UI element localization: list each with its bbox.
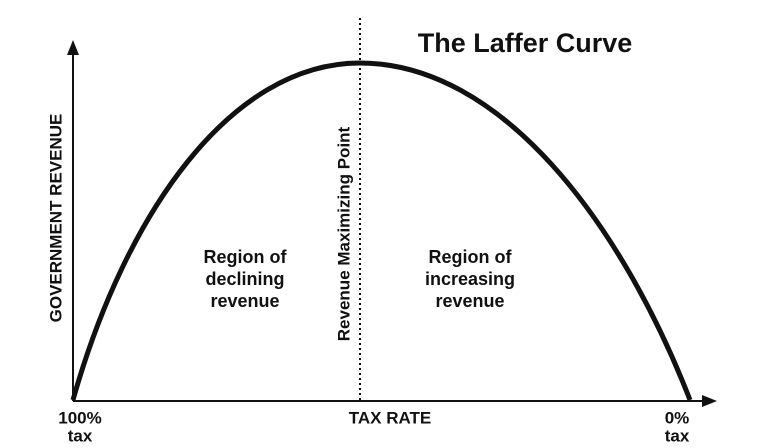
region-text: increasing (425, 269, 515, 289)
x-right-label: tax (665, 426, 690, 445)
divider-label: Revenue Maximizing Point (334, 126, 353, 341)
x-axis-label: TAX RATE (349, 408, 431, 427)
region-text: declining (205, 269, 284, 289)
x-left-label: 100% (58, 408, 101, 427)
y-axis-label: GOVERNMENT REVENUE (46, 114, 65, 323)
region-text: Region of (204, 247, 288, 267)
region-text: revenue (435, 291, 504, 311)
x-axis-arrow (702, 395, 717, 407)
laffer-curve (70, 60, 693, 401)
x-right-label: 0% (665, 408, 690, 427)
y-axis-arrow (67, 40, 79, 55)
region-text: revenue (210, 291, 279, 311)
region-text: Region of (429, 247, 513, 267)
title: The Laffer Curve (418, 28, 633, 58)
x-left-label: tax (68, 426, 93, 445)
